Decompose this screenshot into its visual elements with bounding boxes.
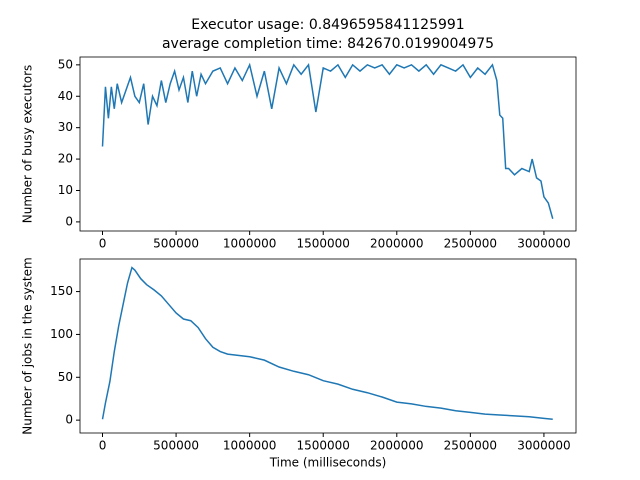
chart-title: Executor usage: 0.8496595841125991 xyxy=(191,17,464,33)
x-tick-label: 2500000 xyxy=(444,237,497,251)
plot-frame xyxy=(79,56,577,232)
x-tick-label: 1000000 xyxy=(223,237,276,251)
x-tick-label: 1500000 xyxy=(296,439,349,453)
x-tick-label: 1500000 xyxy=(296,237,349,251)
chart-subtitle: average completion time: 842670.01990049… xyxy=(162,36,494,52)
x-tick-label: 0 xyxy=(99,237,107,251)
x-tick-label: 2000000 xyxy=(370,439,423,453)
x-tick-label: 3000000 xyxy=(517,237,570,251)
y-tick-label: 20 xyxy=(58,152,73,166)
x-tick-label: 3000000 xyxy=(517,439,570,453)
y-tick-label: 100 xyxy=(50,327,73,341)
x-tick-label: 2000000 xyxy=(370,237,423,251)
y-tick-label: 0 xyxy=(65,413,73,427)
x-tick-label: 500000 xyxy=(153,237,199,251)
x-tick-label: 0 xyxy=(99,439,107,453)
y-tick-label: 10 xyxy=(58,183,73,197)
y-axis-label: Number of busy executors xyxy=(21,65,35,224)
y-tick-label: 0 xyxy=(65,214,73,228)
y-tick-label: 50 xyxy=(58,57,73,71)
y-tick-label: 150 xyxy=(50,284,73,298)
plot-frame xyxy=(79,258,577,434)
data-line xyxy=(101,62,554,219)
x-tick-label: 1000000 xyxy=(223,439,276,453)
x-axis-label: Time (milliseconds) xyxy=(269,456,387,470)
y-tick-label: 50 xyxy=(58,370,73,384)
x-tick-label: 2500000 xyxy=(444,439,497,453)
x-tick-label: 500000 xyxy=(153,439,199,453)
y-tick-label: 30 xyxy=(58,120,73,134)
data-line xyxy=(101,266,553,421)
y-tick-label: 40 xyxy=(58,89,73,103)
y-axis-label: Number of jobs in the system xyxy=(21,257,35,434)
